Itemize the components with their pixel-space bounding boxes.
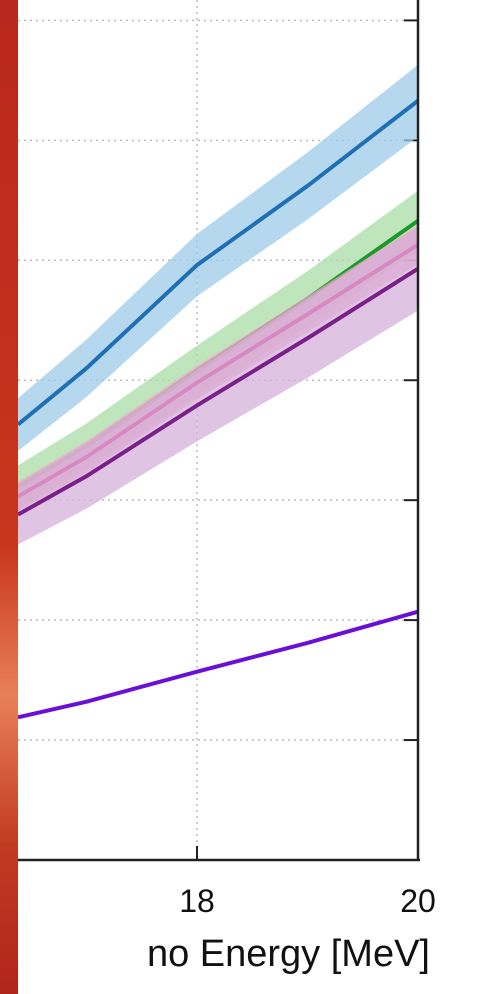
error-band — [18, 64, 418, 451]
x-tick-label: 18 — [179, 883, 215, 919]
photo-edge — [0, 0, 18, 994]
line — [16, 99, 420, 427]
x-tick-label: 20 — [400, 883, 436, 919]
error-band — [18, 226, 418, 545]
line — [17, 266, 420, 517]
x-axis-label: no Energy [MeV] — [147, 933, 430, 975]
line — [17, 609, 419, 720]
